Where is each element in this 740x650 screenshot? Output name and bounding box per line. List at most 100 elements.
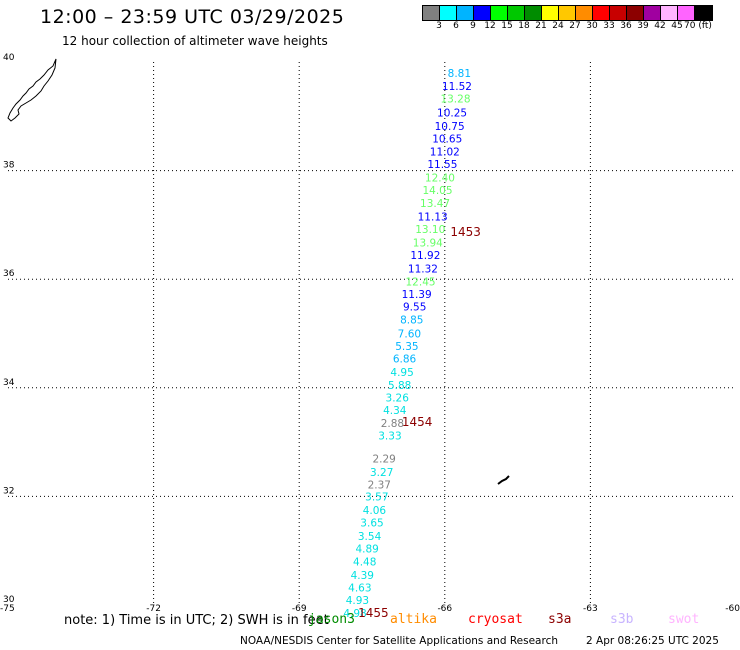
wave-height-value: 5.88: [388, 380, 411, 392]
wave-height-value: 4.48: [353, 556, 376, 568]
legend-tick-label: 27: [569, 21, 581, 31]
satellite-legend-item: s3b: [610, 612, 634, 627]
legend-tick-label: 3: [436, 21, 442, 31]
wave-height-value: 11.02: [430, 146, 460, 158]
legend-tick-label: 24: [552, 21, 564, 31]
units-note: note: 1) Time is in UTC; 2) SWH is in fe…: [64, 613, 329, 628]
wave-height-value: 2.37: [368, 479, 391, 491]
legend-tick-label: 9: [470, 21, 476, 31]
wave-height-value: 6.86: [393, 353, 417, 365]
legend-tick-label: 70 (ft): [684, 21, 712, 31]
wave-height-value: 4.95: [390, 367, 413, 379]
lat-tick-label: 34: [3, 378, 15, 388]
wave-height-value: 5.35: [395, 341, 418, 353]
pass-time-label: 1453: [450, 225, 481, 239]
legend-swatch: [474, 6, 491, 20]
legend-tick-label: 42: [654, 21, 666, 31]
wave-height-value: 8.85: [400, 315, 423, 327]
legend-tick-label: 21: [535, 21, 547, 31]
coastline: [7, 58, 57, 122]
wave-height-value: 3.26: [386, 392, 410, 404]
wave-height-value: 10.25: [437, 107, 467, 119]
lon-tick-label: -66: [437, 604, 452, 614]
wave-height-value: 12.40: [425, 172, 455, 184]
legend-tick-label: 12: [484, 21, 496, 31]
footer-timestamp: 2 Apr 08:26:25 UTC 2025: [586, 635, 719, 647]
lon-tick-label: -69: [292, 604, 307, 614]
legend-swatch: [423, 6, 440, 20]
wave-height-value: 14.05: [422, 185, 452, 197]
wave-height-value: 4.06: [363, 505, 387, 517]
legend-swatch: [610, 6, 627, 20]
wave-height-value: 2.88: [381, 418, 404, 430]
wave-height-value: 2.29: [372, 454, 395, 466]
wave-height-value: 11.32: [408, 264, 438, 276]
wave-height-value: 13.10: [415, 224, 445, 236]
lat-tick-label: 32: [3, 486, 14, 496]
legend-swatch: [678, 6, 695, 20]
lat-tick-label: 30: [3, 595, 15, 605]
legend-tick-label: 30: [586, 21, 598, 31]
legend-swatch: [440, 6, 457, 20]
wave-height-value: 3.57: [365, 492, 388, 504]
legend-swatch: [627, 6, 644, 20]
wave-height-value: 13.47: [420, 198, 450, 210]
legend-swatch: [695, 6, 712, 20]
satellite-legend-item: jason3: [308, 612, 355, 627]
footer-organization: NOAA/NESDIS Center for Satellite Applica…: [240, 635, 558, 647]
lon-tick-label: -72: [146, 604, 161, 614]
legend-tick-label: 18: [518, 21, 530, 31]
pass-time-label: 1454: [402, 415, 433, 429]
lon-tick-label: -75: [0, 604, 15, 614]
legend-swatch: [525, 6, 542, 20]
lat-tick-label: 38: [3, 161, 15, 171]
legend-swatch: [661, 6, 678, 20]
wave-height-value: 4.98: [343, 608, 366, 620]
legend-tick-label: 36: [620, 21, 632, 31]
wave-height-value: 10.65: [432, 133, 462, 145]
wave-height-value: 3.65: [360, 517, 383, 529]
wave-height-value: 3.27: [370, 467, 393, 479]
satellite-legend-item: cryosat: [468, 612, 523, 627]
legend-tick-label: 39: [637, 21, 649, 31]
legend-tick-label: 15: [501, 21, 513, 31]
wave-height-value: 4.63: [348, 582, 371, 594]
wave-height-value: 10.75: [435, 121, 465, 133]
wave-height-value: 12.45: [406, 277, 436, 289]
legend-swatch: [644, 6, 661, 20]
legend-swatch: [542, 6, 559, 20]
lat-tick-label: 40: [3, 53, 15, 63]
legend-swatch: [457, 6, 474, 20]
satellite-legend-item: altika: [390, 612, 437, 627]
wave-height-value: 11.13: [418, 212, 448, 224]
color-legend-ticks: 3 6 9 12 15 18 21 24 27 30 33 36 39 42 45 70 (ft): [422, 21, 740, 33]
map-subtitle: 12 hour collection of altimeter wave hei…: [62, 34, 328, 48]
legend-tick-label: 45: [671, 21, 683, 31]
wave-height-value: 11.92: [410, 250, 440, 262]
lat-tick-label: 36: [3, 269, 15, 279]
legend-swatch: [508, 6, 525, 20]
wave-height-value: 7.60: [398, 328, 421, 340]
lon-tick-label: -60: [725, 604, 740, 614]
wave-height-value: 13.28: [440, 94, 470, 106]
wave-height-value: 3.33: [378, 430, 401, 442]
color-legend-bar: [422, 5, 713, 21]
wave-height-value: 9.55: [403, 302, 426, 314]
satellite-legend-item: s3a: [548, 612, 572, 627]
wave-height-value: 11.39: [402, 289, 432, 301]
wave-height-value: 13.94: [413, 238, 443, 250]
legend-swatch: [559, 6, 576, 20]
wave-height-value: 11.52: [442, 81, 472, 93]
map-title: 12:00 – 23:59 UTC 03/29/2025: [40, 6, 345, 28]
wave-height-value: 4.93: [346, 595, 369, 607]
wave-height-value: 8.81: [448, 68, 471, 80]
legend-tick-label: 6: [453, 21, 459, 31]
legend-swatch: [593, 6, 610, 20]
wave-height-value: 4.39: [351, 570, 374, 582]
wave-height-value: 4.34: [383, 405, 407, 417]
bermuda-island: [497, 475, 510, 485]
lon-tick-label: -63: [583, 604, 598, 614]
wave-height-value: 3.54: [358, 531, 382, 543]
pass-time-label: 1455: [358, 606, 389, 620]
